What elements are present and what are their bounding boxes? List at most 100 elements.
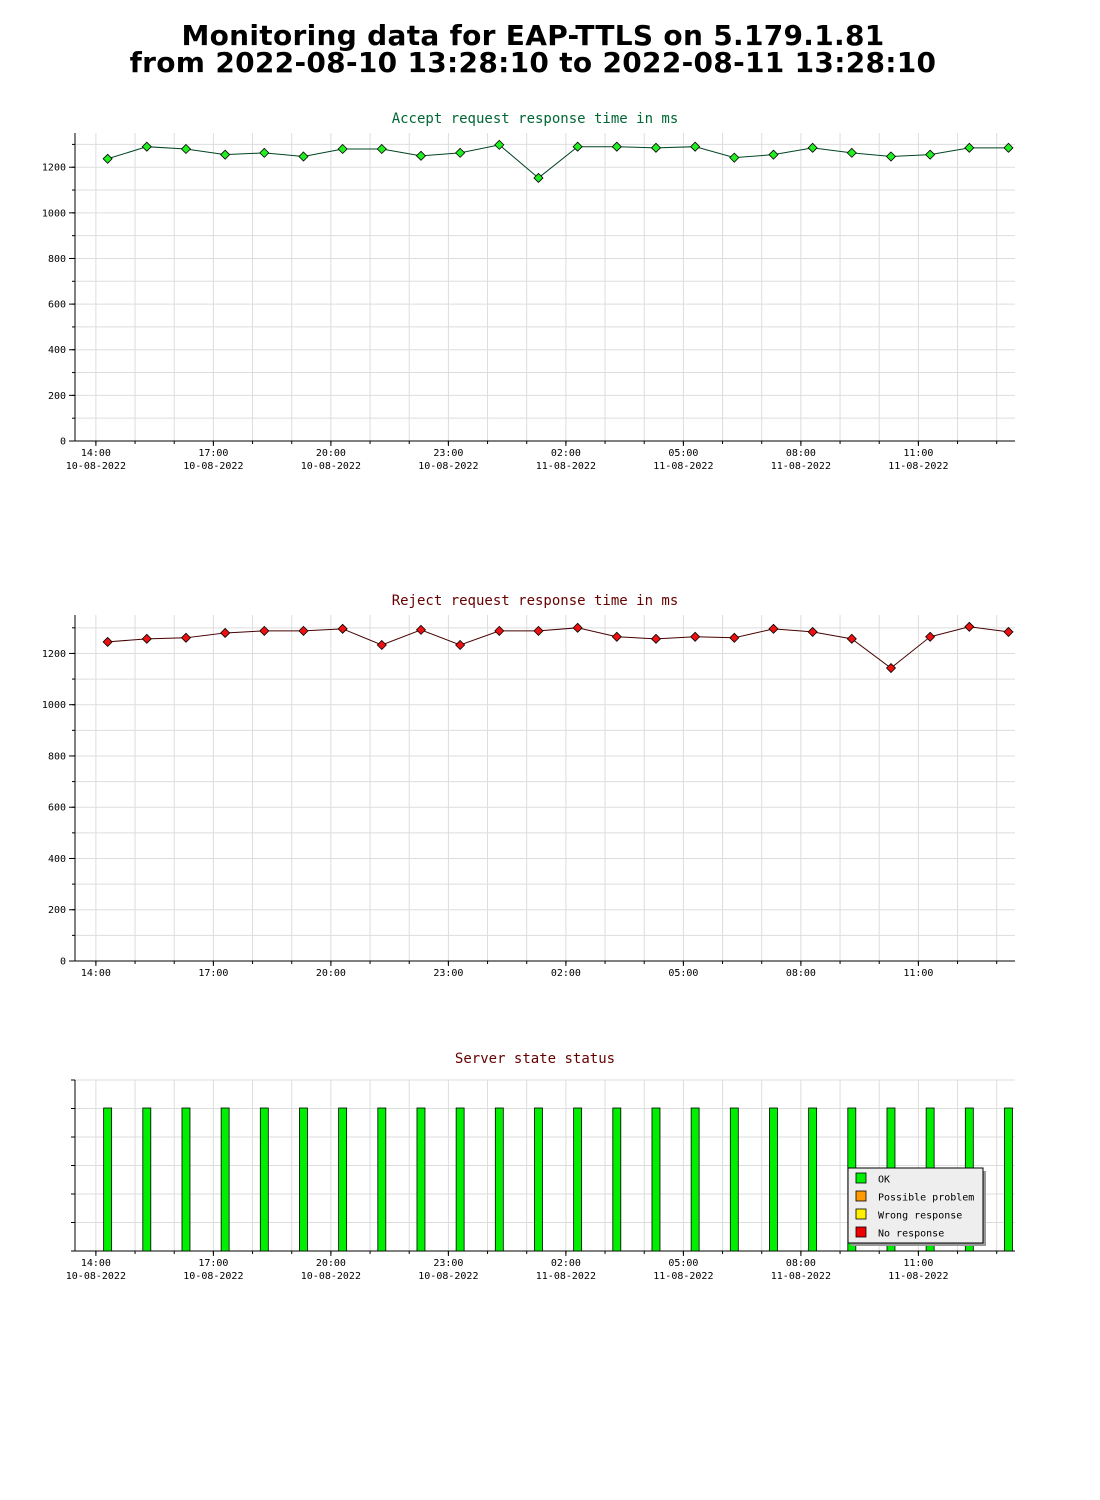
y-tick-label: 600 (48, 300, 66, 311)
reject-data-point (729, 632, 740, 643)
x-tick-label-date: 11-08-2022 (888, 1271, 948, 1282)
x-tick-label-date: 10-08-2022 (183, 1271, 243, 1282)
y-tick-label: 400 (48, 345, 66, 356)
accept-data-point (807, 142, 818, 153)
x-tick-label-time: 08:00 (786, 968, 816, 979)
reject-data-point (650, 633, 662, 644)
x-tick-label-time: 23:00 (433, 448, 463, 459)
reject-data-point (376, 639, 387, 651)
accept-data-point (494, 139, 505, 150)
x-tick-label-time: 20:00 (316, 1258, 346, 1269)
x-tick-label-date: 10-08-2022 (301, 1271, 361, 1282)
x-tick-label-date: 11-08-2022 (653, 1271, 713, 1282)
server-state-status-chart: Server state status 14:00 10-08-2022 17:00 1… (66, 1051, 1015, 1282)
status-bar (103, 1107, 113, 1252)
status-bar (729, 1107, 739, 1252)
reject-data-point (337, 623, 348, 634)
y-tick-label: 0 (60, 957, 66, 968)
status-bar (769, 1107, 778, 1252)
page-title-line-1: Monitoring data for EAP-TTLS on 5.179.1.… (181, 19, 885, 52)
accept-data-point (102, 153, 113, 164)
x-tick-label-date: 10-08-2022 (418, 1271, 478, 1282)
x-tick-label-date: 11-08-2022 (771, 461, 831, 472)
x-tick-label-date: 10-08-2022 (66, 1271, 126, 1282)
x-tick-label-time: 08:00 (786, 1258, 816, 1269)
reject-data-point (415, 624, 427, 635)
accept-data-point (925, 149, 936, 160)
status-bar (181, 1107, 191, 1252)
y-tick-label: 1000 (42, 208, 66, 219)
reject-data-point (885, 662, 897, 674)
y-tick-label: 800 (48, 751, 66, 762)
x-tick-label-time: 14:00 (81, 968, 111, 979)
y-tick-label: 0 (60, 437, 66, 448)
x-tick-label-date: 11-08-2022 (653, 461, 713, 472)
status-bar (220, 1107, 230, 1252)
accept-data-point (180, 143, 192, 155)
accept-data-point (885, 151, 897, 162)
accept-series-line (107, 144, 1009, 179)
reject-data-point (180, 632, 192, 643)
reject-data-point (298, 625, 309, 636)
accept-data-point (533, 172, 544, 184)
legend-swatch (855, 1172, 867, 1184)
x-tick-label-time: 11:00 (903, 1258, 933, 1269)
accept-data-point (220, 149, 231, 160)
x-tick-label-date: 10-08-2022 (183, 461, 243, 472)
reject-data-point (533, 625, 544, 636)
x-tick-label-date: 11-08-2022 (888, 461, 948, 472)
legend-label: OK (878, 1175, 890, 1186)
x-tick-label-date: 10-08-2022 (301, 461, 361, 472)
x-tick-label-time: 20:00 (316, 448, 346, 459)
accept-data-point (259, 147, 270, 158)
status-bar (259, 1107, 269, 1252)
y-tick-label: 200 (48, 905, 66, 916)
status-bar (690, 1107, 700, 1252)
status-bar (299, 1107, 308, 1252)
y-tick-label: 800 (48, 254, 66, 265)
status-bar (534, 1107, 543, 1252)
reject-series-line (107, 626, 1009, 669)
accept-data-point (768, 149, 779, 160)
reject-data-point (807, 626, 818, 637)
y-tick-label: 1000 (42, 700, 66, 711)
x-tick-label-date: 10-08-2022 (66, 461, 126, 472)
y-tick-label: 1200 (42, 649, 66, 660)
reject-data-point (220, 627, 231, 639)
x-tick-label-time: 05:00 (668, 968, 698, 979)
accept-data-point (298, 151, 309, 162)
status-bar (808, 1107, 818, 1252)
accept-data-point (964, 142, 975, 153)
x-tick-label-time: 05:00 (668, 448, 698, 459)
reject-data-point (846, 633, 857, 644)
x-tick-label-time: 11:00 (903, 968, 933, 979)
accept-data-point (337, 143, 348, 155)
x-tick-label-time: 17:00 (198, 968, 228, 979)
reject-response-time-chart: Reject request response time in ms 0 200 40… (42, 593, 1015, 979)
legend-swatch (855, 1226, 867, 1238)
reject-data-point (259, 625, 270, 636)
status-bar (612, 1107, 622, 1252)
x-tick-label-time: 20:00 (316, 968, 346, 979)
legend-box (847, 1167, 984, 1244)
reject-data-point (964, 621, 975, 632)
x-tick-label-time: 23:00 (433, 968, 463, 979)
x-tick-label-time: 23:00 (433, 1258, 463, 1269)
y-tick-label: 200 (48, 391, 66, 402)
x-tick-label-time: 02:00 (551, 448, 581, 459)
reject-data-point (690, 631, 701, 642)
accept-data-point (376, 143, 387, 155)
legend-swatch (855, 1190, 867, 1202)
x-tick-label-time: 17:00 (198, 448, 228, 459)
x-tick-label-date: 11-08-2022 (536, 1271, 596, 1282)
x-tick-label-time: 02:00 (551, 1258, 581, 1269)
page-title: Monitoring data for EAP-TTLS on 5.179.1.… (0, 19, 1066, 79)
y-tick-label: 1200 (42, 163, 66, 174)
accept-data-point (1003, 142, 1014, 153)
page-title-line-2: from 2022-08-10 13:28:10 to 2022-08-11 1… (129, 46, 937, 79)
accept-data-point (650, 142, 662, 153)
status-bar (142, 1107, 152, 1252)
legend-label: Possible problem (878, 1193, 974, 1204)
accept-chart-title: Accept request response time in ms (392, 111, 679, 127)
legend-label: Wrong response (878, 1211, 962, 1222)
